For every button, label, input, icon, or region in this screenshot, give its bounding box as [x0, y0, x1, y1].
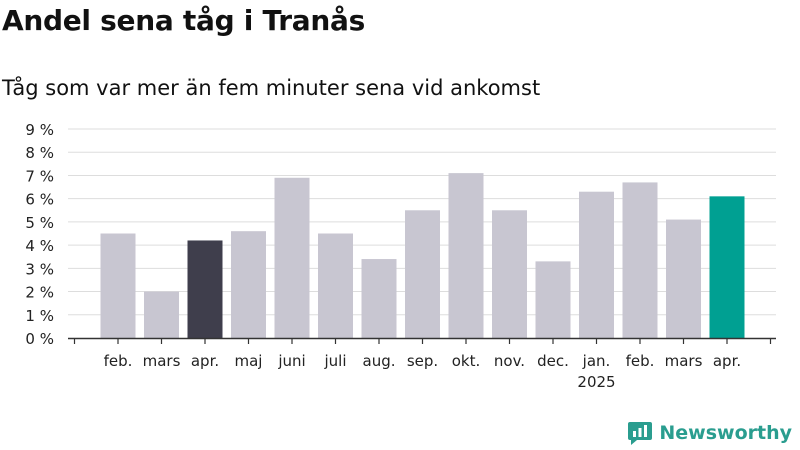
x-tick-label: maj: [235, 352, 263, 370]
bar: [405, 210, 440, 338]
chart-title: Andel sena tåg i Tranås: [2, 4, 365, 37]
x-tick-label: apr.: [713, 352, 741, 370]
x-tick-labels: feb. mars apr. maj juni juli aug. sep. okt. nov. d…: [104, 352, 742, 391]
chart-subtitle: Tåg som var mer än fem minuter sena vid …: [2, 76, 541, 100]
x-tick-label: jan.: [582, 352, 611, 370]
bar: [579, 191, 614, 338]
bar: [622, 182, 658, 338]
newsworthy-icon: [628, 422, 653, 445]
x-year-label: 2025: [577, 373, 615, 391]
y-tick-label: 0 %: [25, 330, 54, 348]
y-tick-label: 1 %: [25, 307, 54, 325]
bar: [318, 233, 353, 338]
x-tick-label: juli: [323, 352, 346, 370]
bar: [709, 196, 745, 338]
x-tick-label: juni: [277, 352, 305, 370]
y-tick-label: 9 %: [25, 121, 54, 139]
bar: [274, 177, 310, 338]
brand-name: Newsworthy: [659, 422, 792, 444]
bar: [492, 210, 527, 338]
bars: [100, 173, 745, 338]
bar: [361, 259, 397, 338]
y-tick-label: 4 %: [25, 237, 54, 255]
bar: [231, 231, 266, 338]
bar: [144, 291, 179, 338]
bar: [448, 173, 484, 338]
x-tick-label: sep.: [407, 352, 438, 370]
bar: [187, 240, 223, 338]
x-axis: [68, 337, 776, 344]
x-tick-label: aug.: [363, 352, 396, 370]
newsworthy-logo: Newsworthy: [627, 420, 792, 446]
y-tick-label: 3 %: [25, 260, 54, 278]
x-tick-label: feb.: [626, 352, 655, 370]
bar: [666, 219, 701, 338]
x-tick-label: nov.: [494, 352, 525, 370]
y-tick-label: 8 %: [25, 144, 54, 162]
y-tick-label: 5 %: [25, 214, 54, 232]
x-tick-label: dec.: [537, 352, 569, 370]
bar: [100, 233, 136, 338]
y-tick-label: 6 %: [25, 191, 54, 209]
y-tick-label: 7 %: [25, 167, 54, 185]
x-tick-label: mars: [143, 352, 181, 370]
x-tick-label: feb.: [104, 352, 133, 370]
x-tick-label: apr.: [191, 352, 219, 370]
x-tick-label: okt.: [452, 352, 481, 370]
y-tick-labels: 0 % 1 % 2 % 3 % 4 % 5 % 6 % 7 % 8 % 9 %: [25, 121, 54, 348]
bar: [535, 261, 571, 338]
y-tick-label: 2 %: [25, 284, 54, 302]
x-tick-label: mars: [665, 352, 703, 370]
